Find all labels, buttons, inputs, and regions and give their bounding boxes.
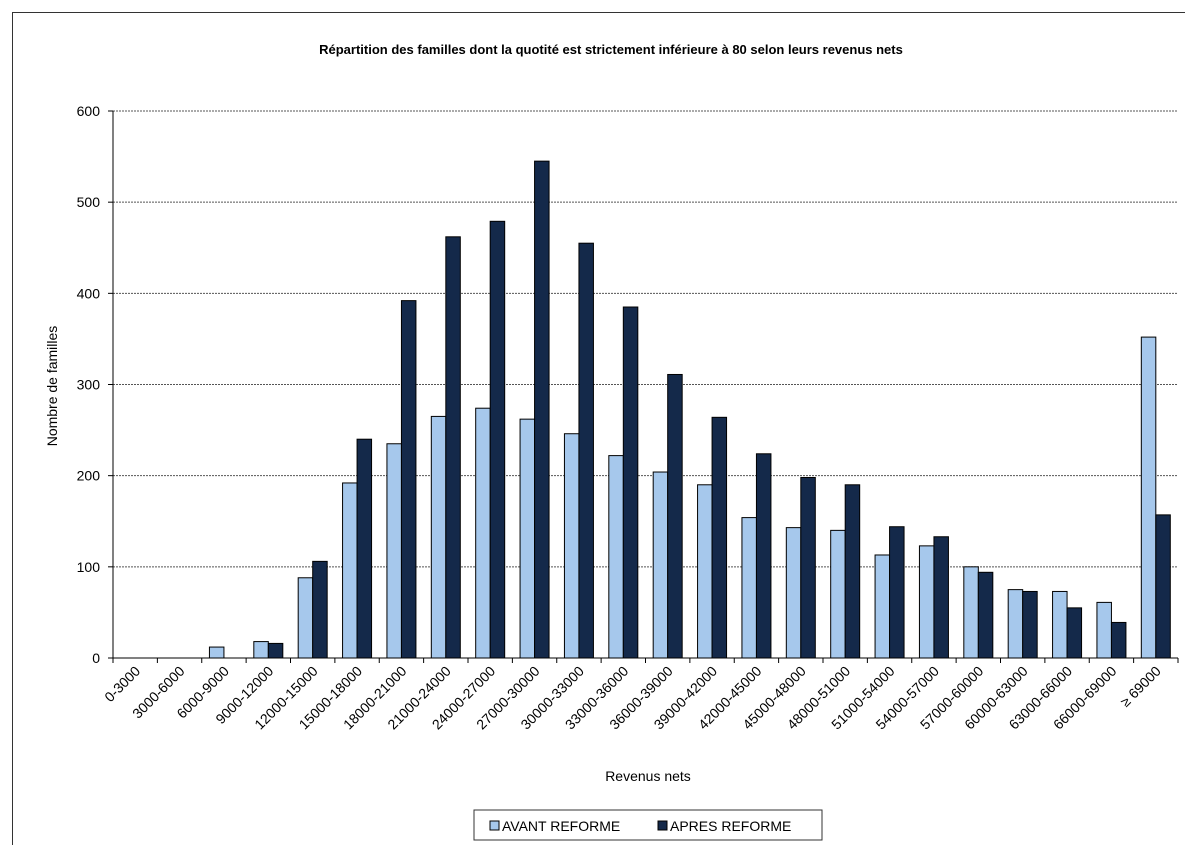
y-tick-label: 0	[92, 650, 100, 666]
legend-swatch-apres	[657, 820, 668, 831]
bar-apres	[711, 416, 728, 659]
bar-avant	[475, 407, 491, 659]
y-tick-label: 500	[77, 194, 101, 210]
bar-avant	[563, 433, 580, 659]
x-axis-ticks: 0-30003000-60006000-90009000-1200012000-…	[101, 658, 1179, 732]
bar-apres	[1110, 621, 1127, 659]
legend-label-apres: APRES REFORME	[670, 818, 791, 834]
y-tick-label: 300	[77, 377, 101, 393]
bar-avant	[297, 577, 314, 659]
bar-avant	[253, 641, 269, 659]
bar-avant	[697, 484, 713, 659]
y-tick-label: 100	[77, 559, 101, 575]
bar-apres	[1022, 590, 1038, 659]
bar-apres	[889, 526, 905, 659]
y-tick-label: 600	[77, 103, 101, 119]
bar-apres	[1066, 607, 1083, 659]
legend: AVANT REFORME APRES REFORME	[473, 809, 823, 841]
bar-avant	[1007, 589, 1024, 659]
bar-apres	[489, 220, 506, 659]
bar-apres	[578, 242, 594, 659]
bar-apres	[1155, 514, 1171, 659]
bar-apres	[312, 560, 328, 659]
bar-apres	[622, 306, 639, 659]
chart-frame	[12, 12, 1185, 845]
y-axis-title: Nombre de familles	[44, 326, 60, 447]
bar-avant	[608, 455, 624, 659]
bar-avant	[1096, 601, 1112, 659]
bar-avant	[652, 471, 669, 659]
bar-avant	[830, 529, 846, 659]
bar-avant	[785, 527, 802, 659]
bar-avant	[1140, 336, 1157, 659]
bar-apres	[977, 571, 994, 659]
bar-avant	[1052, 590, 1068, 659]
y-tick-label: 200	[77, 468, 101, 484]
legend-box	[473, 809, 823, 841]
y-tick-label: 400	[77, 285, 101, 301]
bar-apres	[267, 642, 284, 659]
x-axis-title: Revenus nets	[605, 768, 691, 784]
bar-avant	[963, 566, 979, 659]
x-tick-label: 0-3000	[101, 663, 143, 705]
bar-apres	[356, 438, 373, 659]
bar-avant	[741, 517, 757, 659]
bar-apres	[755, 453, 772, 659]
bar-apres	[844, 484, 861, 659]
bar-avant	[874, 554, 891, 659]
bar-avant	[342, 482, 358, 659]
bar-avant	[918, 545, 935, 659]
bar-apres	[667, 373, 683, 659]
bar-avant	[519, 418, 536, 659]
legend-swatch-avant	[489, 820, 500, 831]
legend-label-avant: AVANT REFORME	[502, 818, 620, 834]
y-axis-ticks: 0 100 200 300 400 500 600	[77, 103, 113, 666]
chart-title: Répartition des familles dont la quotité…	[319, 42, 903, 57]
bar-apres	[445, 236, 461, 659]
bar-avant	[430, 415, 447, 659]
bar-avant	[386, 443, 402, 659]
bar-apres	[400, 300, 417, 659]
bars	[208, 160, 1171, 659]
bar-avant	[208, 646, 225, 659]
bar-apres	[933, 536, 949, 659]
x-tick-label: ≥ 69000	[1117, 663, 1164, 710]
bar-apres	[800, 476, 816, 659]
bar-apres	[534, 160, 550, 659]
gridlines	[113, 110, 1178, 568]
